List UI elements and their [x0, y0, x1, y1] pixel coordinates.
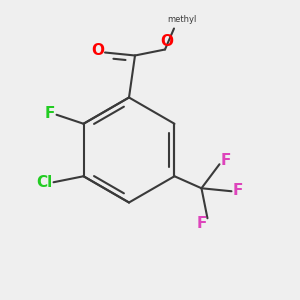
Text: O: O: [91, 44, 104, 59]
Text: O: O: [160, 34, 173, 50]
Text: Cl: Cl: [36, 175, 52, 190]
Text: F: F: [45, 106, 55, 121]
Text: methyl: methyl: [167, 15, 196, 24]
Text: F: F: [233, 183, 243, 198]
Text: F: F: [197, 216, 207, 231]
Text: F: F: [220, 153, 231, 168]
